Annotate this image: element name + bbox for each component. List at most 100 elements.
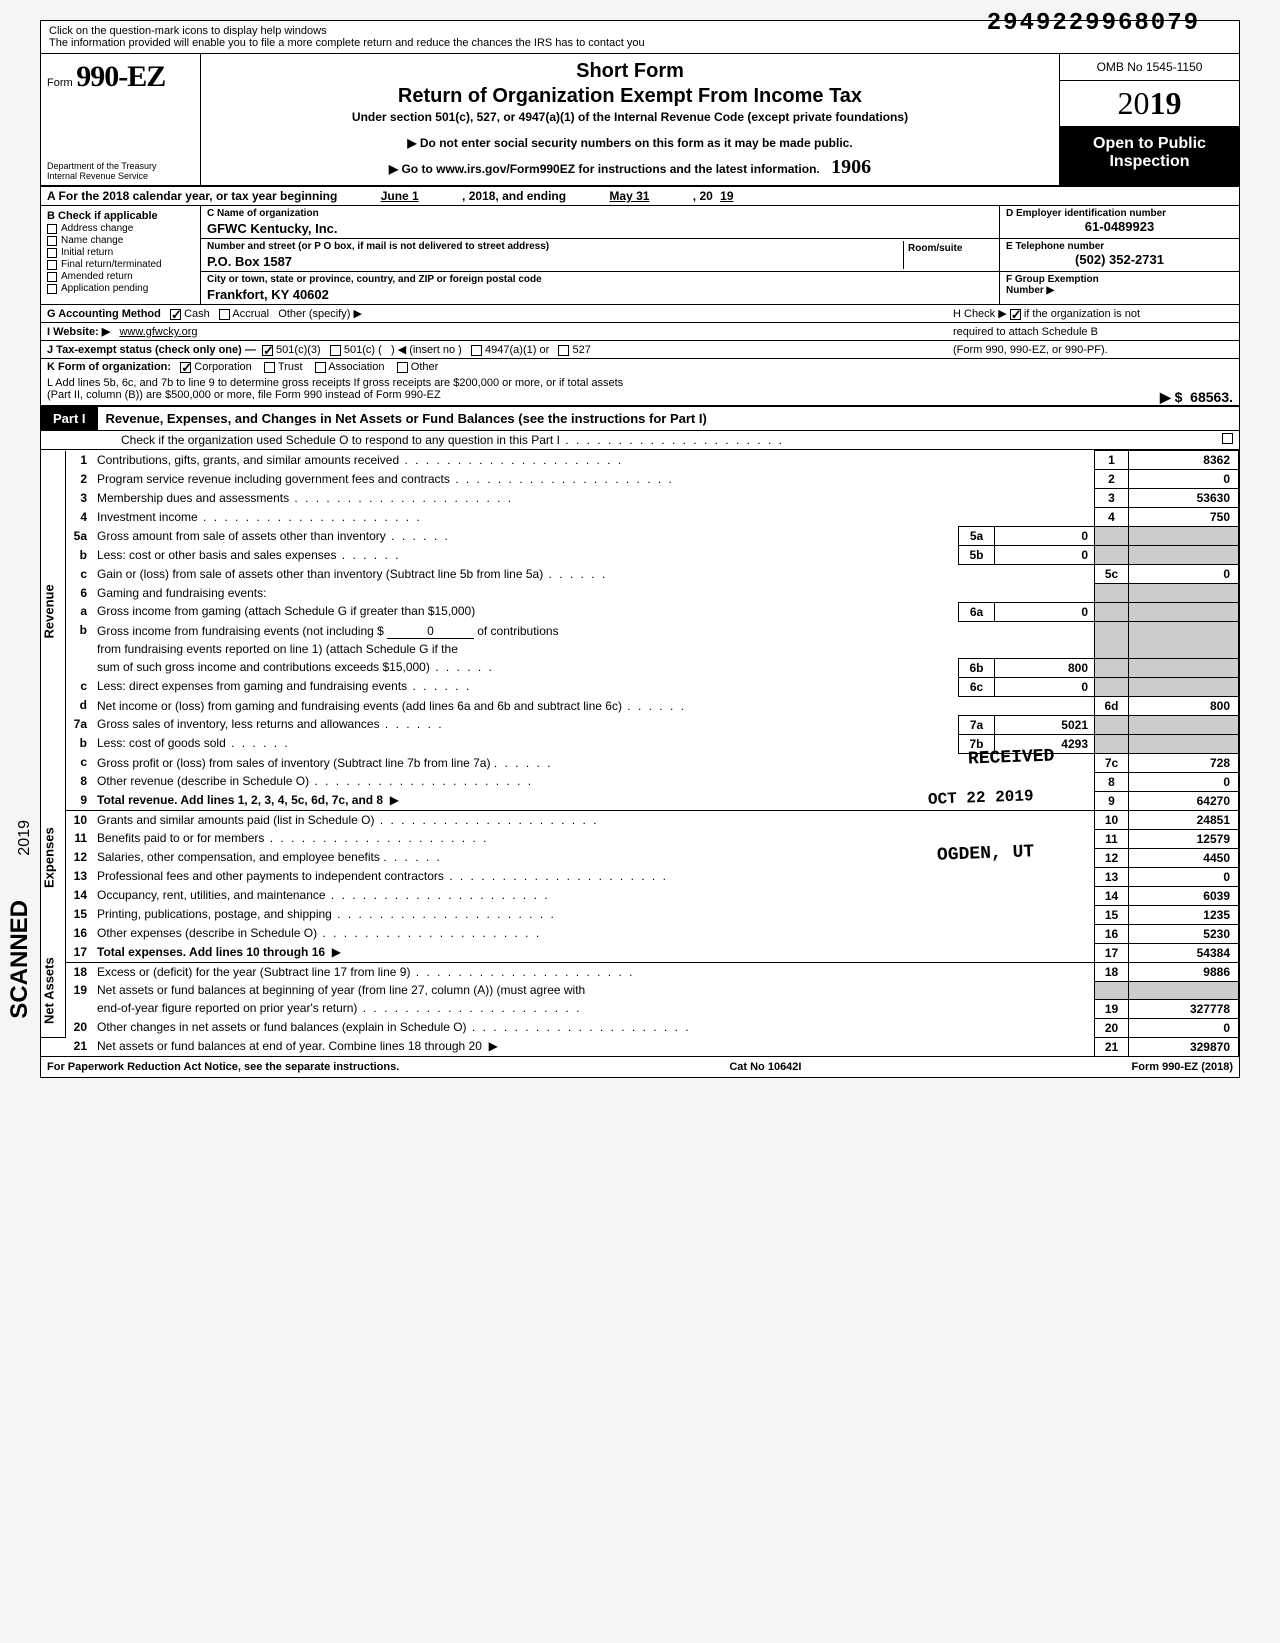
lbl-amended-return: Amended return	[61, 271, 133, 282]
l18-num: 18	[65, 962, 93, 981]
line-l-arrow: ▶ $	[1160, 389, 1182, 405]
h-text3: required to attach Schedule B	[953, 326, 1233, 338]
l19-shade	[1095, 981, 1129, 999]
side-expenses: Expenses	[41, 772, 65, 943]
block-b-through-f: B Check if applicable Address change Nam…	[41, 206, 1239, 305]
chk-initial-return[interactable]	[47, 248, 57, 258]
l20-val: 0	[1129, 1018, 1239, 1037]
dept-treasury: Department of the Treasury	[47, 161, 157, 171]
e-phone-value: (502) 352-2731	[1006, 252, 1233, 267]
lbl-final-return: Final return/terminated	[61, 259, 162, 270]
chk-501c[interactable]	[330, 345, 341, 356]
chk-address-change[interactable]	[47, 224, 57, 234]
line-l-2: (Part II, column (B)) are $500,000 or mo…	[47, 389, 441, 401]
handwritten-1906: 1906	[831, 156, 871, 178]
chk-other-org[interactable]	[397, 362, 408, 373]
l19-rnum: 19	[1095, 999, 1129, 1018]
chk-trust[interactable]	[264, 362, 275, 373]
lbl-501c3: 501(c)(3)	[276, 344, 321, 356]
l19-d2: end-of-year figure reported on prior yea…	[93, 999, 1095, 1018]
l6b-d1v: 0	[387, 624, 474, 639]
chk-accrual[interactable]	[219, 309, 230, 320]
l21-rnum: 21	[1095, 1037, 1129, 1056]
l6-num: 6	[65, 584, 93, 603]
l5b-sn: 5b	[959, 546, 995, 565]
lbl-name-change: Name change	[61, 235, 123, 246]
chk-application-pending[interactable]	[47, 284, 57, 294]
l7a-sv: 5021	[995, 715, 1095, 734]
year-prefix: 20	[1118, 85, 1150, 121]
l5b-desc: Less: cost or other basis and sales expe…	[93, 546, 959, 565]
l7a-num: 7a	[65, 715, 93, 734]
header-center: Short Form Return of Organization Exempt…	[201, 54, 1059, 185]
l11-rnum: 11	[1095, 829, 1129, 848]
l14-num: 14	[65, 886, 93, 905]
l5a-desc: Gross amount from sale of assets other t…	[93, 527, 959, 546]
l6b-shade4	[1129, 658, 1239, 677]
lbl-trust: Trust	[278, 361, 303, 373]
l10-val: 24851	[1129, 810, 1239, 829]
footer-center: Cat No 10642I	[729, 1061, 801, 1073]
form-header: Form 990-EZ Department of the Treasury I…	[41, 54, 1239, 187]
chk-schedule-b[interactable]	[1010, 309, 1021, 320]
chk-527[interactable]	[558, 345, 569, 356]
go-to-url: ▶ Go to www.irs.gov/Form990EZ for instru…	[211, 156, 1049, 179]
l15-rnum: 15	[1095, 905, 1129, 924]
l3-num: 3	[65, 489, 93, 508]
k-label: K Form of organization:	[47, 361, 171, 373]
l5a-shade2	[1129, 527, 1239, 546]
l4-num: 4	[65, 508, 93, 527]
l19-shade2	[1129, 981, 1239, 999]
l13-desc: Professional fees and other payments to …	[93, 867, 1095, 886]
chk-final-return[interactable]	[47, 260, 57, 270]
l6c-sv: 0	[995, 677, 1095, 696]
l4-val: 750	[1129, 508, 1239, 527]
chk-schedule-o[interactable]	[1222, 433, 1233, 444]
side-revenue: Revenue	[41, 451, 65, 773]
l17-desc: Total expenses. Add lines 10 through 16	[97, 945, 325, 959]
line-a-endyear: 19	[720, 189, 733, 203]
l21-desc: Net assets or fund balances at end of ye…	[97, 1039, 482, 1053]
l6a-sn: 6a	[959, 602, 995, 621]
stamp-received-date: OCT 22 2019	[928, 787, 1034, 809]
l6d-num: d	[65, 696, 93, 715]
l18-rnum: 18	[1095, 962, 1129, 981]
lbl-cash: Cash	[184, 308, 210, 320]
lbl-other-org: Other	[411, 361, 439, 373]
part1-sub-text: Check if the organization used Schedule …	[121, 433, 784, 447]
l2-desc: Program service revenue including govern…	[93, 470, 1095, 489]
l2-rnum: 2	[1095, 470, 1129, 489]
chk-4947[interactable]	[471, 345, 482, 356]
ssn-warning: ▶ Do not enter social security numbers o…	[211, 136, 1049, 150]
l7a-shade2	[1129, 715, 1239, 734]
l6-desc: Gaming and fundraising events:	[93, 584, 1095, 603]
c-city-label: City or town, state or province, country…	[207, 274, 993, 285]
h-text1: H Check ▶	[953, 308, 1007, 320]
tax-year: 2019	[1060, 81, 1239, 127]
chk-amended-return[interactable]	[47, 272, 57, 282]
chk-501c3[interactable]	[262, 345, 273, 356]
l6c-desc: Less: direct expenses from gaming and fu…	[93, 677, 959, 696]
chk-association[interactable]	[315, 362, 326, 373]
l5b-num: b	[65, 546, 93, 565]
l5a-sn: 5a	[959, 527, 995, 546]
l6b-d3: sum of such gross income and contributio…	[93, 658, 959, 677]
l13-rnum: 13	[1095, 867, 1129, 886]
l5b-shade2	[1129, 546, 1239, 565]
chk-name-change[interactable]	[47, 236, 57, 246]
col-b-checkboxes: B Check if applicable Address change Nam…	[41, 206, 201, 304]
c-room-label: Room/suite	[903, 241, 993, 269]
l6b-shade3	[1095, 658, 1129, 677]
lbl-501c-b: ) ◀ (insert no )	[391, 344, 462, 356]
side-net-assets: Net Assets	[41, 943, 65, 1037]
chk-cash[interactable]	[170, 309, 181, 320]
l7c-desc: Gross profit or (loss) from sales of inv…	[97, 756, 490, 770]
short-form-label: Short Form	[211, 60, 1049, 83]
chk-corporation[interactable]	[180, 362, 191, 373]
part1-sub: Check if the organization used Schedule …	[41, 431, 1239, 450]
margin-year: 2019	[16, 820, 34, 856]
l10-num: 10	[65, 810, 93, 829]
l10-desc: Grants and similar amounts paid (list in…	[93, 810, 1095, 829]
l19-val: 327778	[1129, 999, 1239, 1018]
l6a-shade	[1095, 602, 1129, 621]
